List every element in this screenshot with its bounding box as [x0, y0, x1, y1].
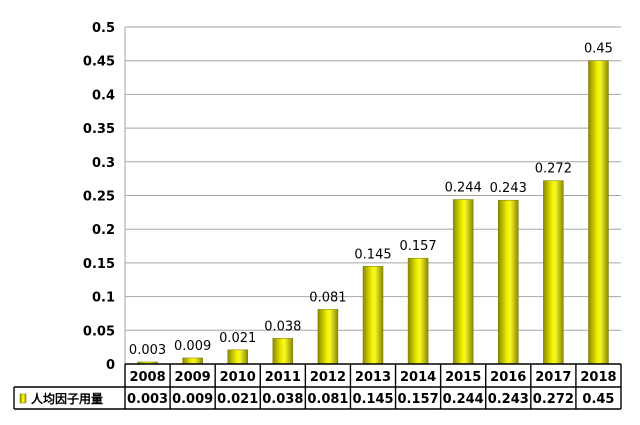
data-label: 0.145 [354, 247, 391, 262]
y-tick-label: 0.05 [83, 324, 115, 339]
bar [362, 266, 384, 365]
table-value: 0.157 [398, 392, 439, 407]
bar [272, 338, 294, 365]
x-tick-label: 2018 [580, 370, 616, 385]
y-tick-label: 0.5 [92, 21, 115, 36]
bar [407, 257, 429, 365]
bar [317, 309, 339, 365]
y-tick-label: 0 [106, 358, 115, 373]
legend-swatch [19, 393, 27, 404]
bars [137, 60, 609, 365]
y-tick-label: 0.25 [83, 190, 115, 205]
data-label: 0.45 [584, 42, 613, 57]
bar [182, 357, 203, 365]
table-value: 0.45 [582, 392, 614, 407]
data-label: 0.021 [219, 331, 256, 346]
data-label: 0.009 [174, 339, 211, 354]
table-value: 0.244 [443, 392, 484, 407]
data-label: 0.081 [309, 290, 346, 305]
x-tick-label: 2017 [535, 370, 571, 385]
table-value: 0.003 [127, 392, 168, 407]
x-tick-label: 2015 [445, 370, 481, 385]
y-tick-label: 0.2 [92, 223, 115, 238]
y-tick-label: 0.45 [83, 55, 115, 70]
y-tick-label: 0.3 [92, 156, 115, 171]
table-value: 0.009 [172, 392, 213, 407]
table-value: 0.272 [533, 392, 574, 407]
legend-label: 人均因子用量 [31, 391, 103, 406]
table-value: 0.243 [488, 392, 529, 407]
x-tick-label: 2012 [310, 370, 346, 385]
table-value: 0.145 [352, 392, 393, 407]
y-tick-label: 0.35 [83, 122, 115, 137]
data-label: 0.157 [399, 239, 436, 254]
bar [227, 349, 248, 365]
y-tick-label: 0.4 [92, 88, 115, 103]
bar [452, 199, 474, 365]
x-tick-label: 2014 [400, 370, 436, 385]
x-tick-label: 2016 [490, 370, 526, 385]
data-label: 0.243 [490, 181, 527, 196]
data-table: 2008 0.003 2009 0.009 2010 0.021 2011 0.038 2012… [13, 363, 622, 410]
x-tick-label: 2013 [355, 370, 391, 385]
data-label: 0.038 [264, 319, 301, 334]
data-label: 0.003 [129, 343, 166, 358]
y-tick-label: 0.1 [92, 291, 115, 306]
table-value: 0.021 [217, 392, 258, 407]
bar [498, 199, 519, 365]
x-tick-label: 2011 [265, 370, 301, 385]
data-labels: 0.003 0.009 0.021 0.038 0.081 0.145 0.157 0.244… [129, 42, 613, 358]
bar [588, 60, 609, 365]
y-axis-ticks: 0 0.05 0.1 0.15 0.2 0.25 0.3 0.35 0.4 0.45 0.5 [83, 21, 115, 373]
data-label: 0.244 [445, 181, 482, 196]
x-tick-label: 2009 [175, 370, 211, 385]
table-value: 0.081 [307, 392, 348, 407]
y-tick-label: 0.15 [83, 257, 115, 272]
x-tick-label: 2008 [129, 370, 165, 385]
table-value: 0.038 [262, 392, 303, 407]
bar [543, 180, 564, 365]
gridlines [124, 26, 621, 365]
data-label: 0.272 [535, 162, 572, 177]
x-tick-label: 2010 [220, 370, 256, 385]
